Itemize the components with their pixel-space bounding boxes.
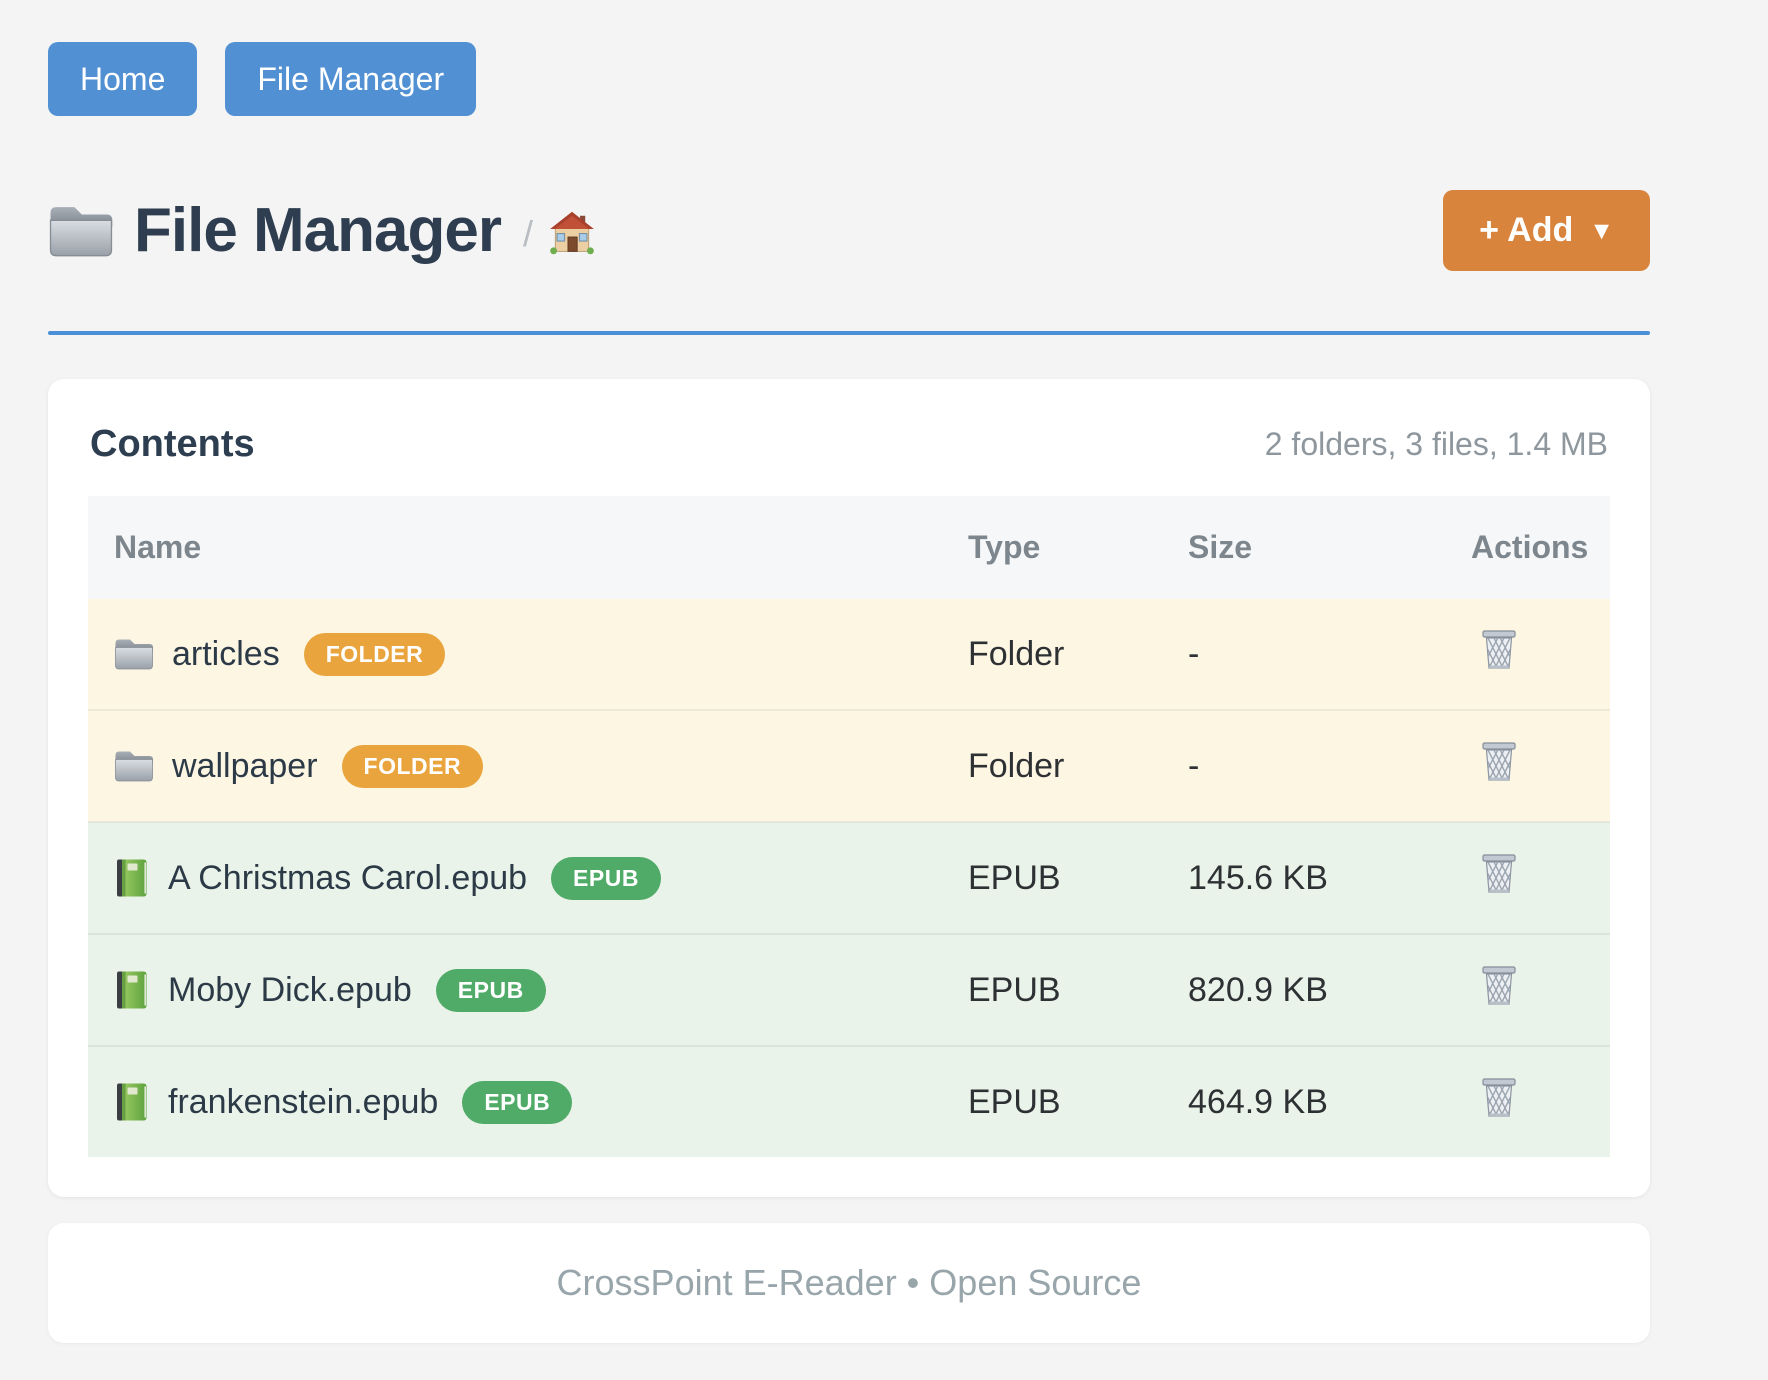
page-title: File Manager <box>134 196 502 265</box>
book-icon <box>114 858 150 898</box>
footer: CrossPoint E-Reader • Open Source <box>48 1223 1650 1343</box>
column-header-type: Type <box>948 496 1168 599</box>
title-group: File Manager / <box>48 195 595 266</box>
nav-home-button[interactable]: Home <box>48 42 198 116</box>
book-icon <box>114 970 150 1010</box>
delete-button[interactable] <box>1479 964 1519 1008</box>
folder-icon <box>114 748 154 784</box>
page-header: File Manager / + Add ▼ <box>48 190 1650 271</box>
table-row[interactable]: wallpaper FOLDER Folder - <box>88 709 1610 822</box>
nav-file-manager-button[interactable]: File Manager <box>225 42 477 116</box>
column-header-name: Name <box>88 496 948 599</box>
row-size: - <box>1168 709 1451 822</box>
delete-button[interactable] <box>1479 740 1519 784</box>
add-button[interactable]: + Add ▼ <box>1443 190 1650 271</box>
contents-summary: 2 folders, 3 files, 1.4 MB <box>1264 426 1608 462</box>
row-name[interactable]: wallpaper <box>172 746 318 785</box>
contents-heading: Contents <box>90 423 255 465</box>
column-header-size: Size <box>1168 496 1451 599</box>
row-name[interactable]: articles <box>172 634 280 673</box>
contents-card: Contents 2 folders, 3 files, 1.4 MB Name… <box>48 379 1650 1197</box>
trash-icon <box>1479 964 1519 1008</box>
breadcrumb-separator: / <box>523 212 534 254</box>
delete-button[interactable] <box>1479 1076 1519 1120</box>
footer-text: CrossPoint E-Reader • Open Source <box>556 1262 1142 1303</box>
row-name[interactable]: A Christmas Carol.epub <box>168 858 528 897</box>
add-button-label: + Add <box>1479 211 1574 249</box>
row-badge: FOLDER <box>303 632 446 676</box>
row-size: - <box>1168 599 1451 710</box>
row-size: 145.6 KB <box>1168 821 1451 934</box>
folder-icon <box>114 636 154 672</box>
table-row[interactable]: A Christmas Carol.epub EPUB EPUB 145.6 K… <box>88 821 1610 934</box>
row-badge: EPUB <box>551 856 661 900</box>
row-type: Folder <box>948 599 1168 710</box>
row-badge: EPUB <box>462 1080 573 1124</box>
table-header-row: Name Type Size Actions <box>88 496 1610 599</box>
trash-icon <box>1479 740 1519 784</box>
row-type: EPUB <box>948 821 1168 934</box>
files-table: Name Type Size Actions articles FOLDER F… <box>88 496 1610 1157</box>
table-row[interactable]: articles FOLDER Folder - <box>88 599 1610 710</box>
folder-icon <box>48 203 114 259</box>
row-name[interactable]: frankenstein.epub <box>168 1082 439 1121</box>
top-nav: Home File Manager <box>48 42 1650 116</box>
trash-icon <box>1479 1076 1519 1120</box>
title-divider <box>48 331 1650 335</box>
book-icon <box>114 1082 150 1122</box>
row-size: 820.9 KB <box>1168 933 1451 1046</box>
row-size: 464.9 KB <box>1168 1045 1451 1157</box>
caret-down-icon: ▼ <box>1589 217 1614 245</box>
house-icon[interactable] <box>549 210 595 256</box>
row-type: EPUB <box>948 1045 1168 1157</box>
table-row[interactable]: Moby Dick.epub EPUB EPUB 820.9 KB <box>88 933 1610 1046</box>
trash-icon <box>1479 628 1519 672</box>
column-header-actions: Actions <box>1451 496 1610 599</box>
delete-button[interactable] <box>1479 852 1519 896</box>
row-badge: EPUB <box>435 968 546 1012</box>
row-type: Folder <box>948 709 1168 822</box>
table-row[interactable]: frankenstein.epub EPUB EPUB 464.9 KB <box>88 1045 1610 1157</box>
row-badge: FOLDER <box>341 744 484 788</box>
row-type: EPUB <box>948 933 1168 1046</box>
delete-button[interactable] <box>1479 628 1519 672</box>
page: Home File Manager File Manager / + Add ▼… <box>48 0 1650 1343</box>
contents-card-header: Contents 2 folders, 3 files, 1.4 MB <box>90 423 1608 466</box>
trash-icon <box>1479 852 1519 896</box>
row-name[interactable]: Moby Dick.epub <box>168 970 412 1009</box>
